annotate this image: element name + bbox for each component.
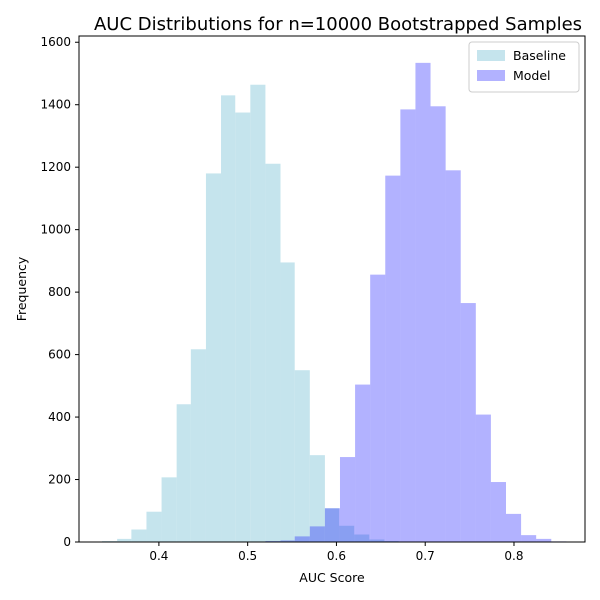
- legend-label-model: Model: [513, 68, 551, 83]
- bar-model-4: [324, 508, 340, 542]
- x-tick-label: 0.4: [149, 549, 168, 563]
- bar-baseline-14: [309, 455, 325, 542]
- x-axis-ticks: 0.4 0.5 0.6 0.7 0.8: [149, 542, 524, 563]
- bar-model-16: [505, 513, 522, 542]
- x-tick-label: 0.8: [504, 549, 523, 563]
- bar-baseline-8: [221, 95, 236, 543]
- y-tick-label: 1200: [40, 160, 71, 174]
- x-axis-label: AUC Score: [299, 570, 365, 585]
- y-tick-label: 1000: [40, 223, 71, 237]
- y-tick-label: 800: [48, 285, 71, 299]
- bar-model-9: [400, 109, 416, 542]
- bar-baseline-4: [161, 477, 177, 542]
- bar-model-1: [280, 540, 295, 542]
- bar-baseline-5: [176, 404, 191, 542]
- series-model-bars: [265, 62, 567, 543]
- bar-baseline-11: [265, 163, 281, 542]
- bar-baseline-7: [205, 173, 222, 542]
- legend: Baseline Model: [468, 41, 580, 93]
- bar-baseline-16: [339, 525, 355, 542]
- bar-baseline-10: [250, 84, 266, 543]
- bar-baseline-2: [131, 529, 147, 542]
- bar-model-13: [460, 303, 476, 542]
- bar-baseline-18: [369, 539, 385, 542]
- legend-label-baseline: Baseline: [513, 48, 566, 63]
- bar-baseline-12: [280, 262, 295, 542]
- bar-model-6: [355, 384, 371, 542]
- bar-model-18: [536, 538, 552, 542]
- y-tick-label: 0: [63, 535, 71, 549]
- bar-model-11: [430, 106, 446, 543]
- bar-model-7: [370, 274, 386, 542]
- y-tick-label: 400: [48, 410, 71, 424]
- legend-swatch-baseline: [477, 50, 505, 61]
- x-tick-label: 0.5: [238, 549, 257, 563]
- bar-model-10: [415, 62, 431, 543]
- bar-model-5: [339, 457, 356, 542]
- histogram-bars: [102, 62, 567, 543]
- bar-model-2: [294, 536, 310, 542]
- y-tick-label: 1600: [40, 35, 71, 49]
- bar-model-8: [385, 175, 401, 542]
- bar-baseline-3: [146, 511, 162, 542]
- y-tick-label: 1400: [40, 98, 71, 112]
- y-axis-label: Frequency: [14, 256, 29, 321]
- y-tick-label: 600: [48, 348, 71, 362]
- x-tick-label: 0.6: [327, 549, 346, 563]
- bar-baseline-6: [190, 349, 206, 542]
- legend-swatch-model: [477, 70, 505, 81]
- bar-model-14: [475, 414, 491, 542]
- bar-baseline-9: [235, 112, 251, 542]
- bar-baseline-15: [324, 508, 340, 542]
- x-tick-label: 0.7: [416, 549, 435, 563]
- bar-baseline-1: [117, 538, 132, 542]
- y-tick-label: 200: [48, 473, 71, 487]
- bar-model-17: [521, 535, 537, 542]
- bar-baseline-17: [354, 534, 370, 542]
- y-axis-ticks: 0 200 400 600 800 1000 1200 1400 1600: [40, 35, 79, 549]
- bar-model-12: [445, 170, 461, 542]
- plot-frame: [78, 35, 586, 543]
- series-baseline-bars: [102, 84, 399, 543]
- chart-title: AUC Distributions for n=10000 Bootstrapp…: [94, 14, 582, 35]
- bar-model-15: [490, 482, 506, 542]
- bar-baseline-13: [294, 370, 310, 542]
- bar-model-3: [309, 526, 325, 542]
